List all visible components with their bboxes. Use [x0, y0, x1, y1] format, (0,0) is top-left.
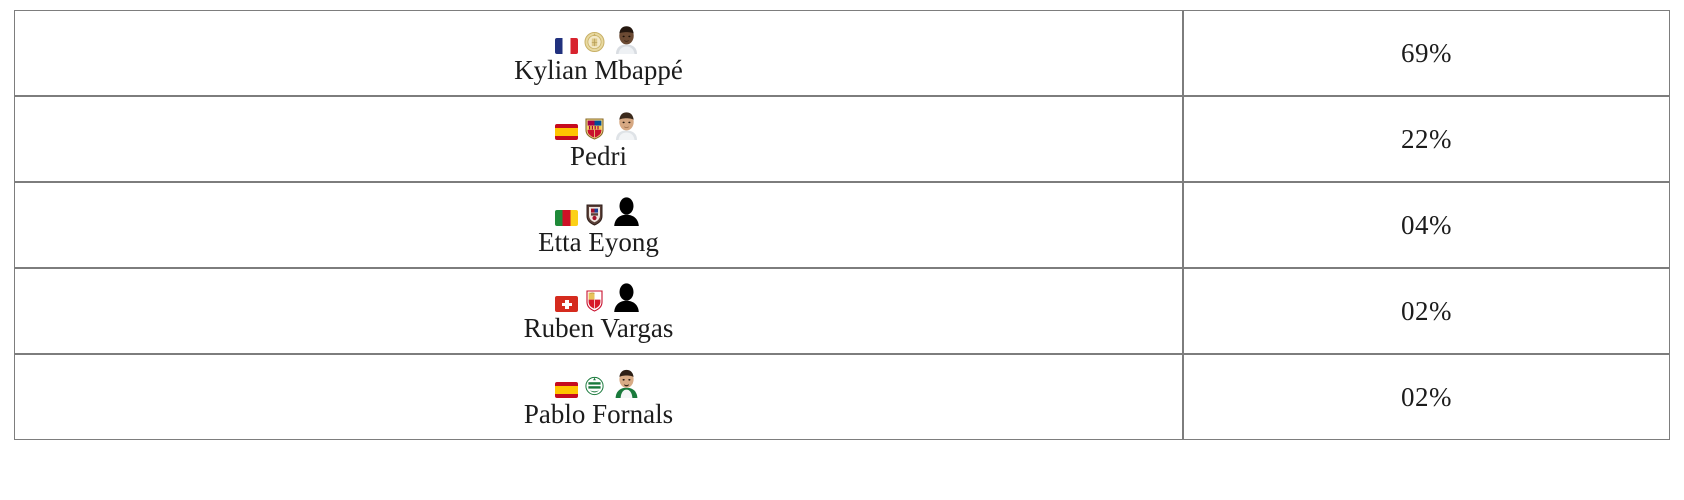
flag-spain-icon: [555, 124, 578, 141]
player-name: Etta Eyong: [538, 227, 659, 258]
player-photo-icon: [611, 23, 642, 55]
player-name: Pedri: [570, 141, 627, 172]
badge-group: [15, 192, 1182, 227]
poll-results-panel: Kylian Mbappé 69%: [14, 10, 1670, 484]
poll-results-body: Kylian Mbappé 69%: [14, 10, 1670, 440]
crest-real-betis-icon: [584, 374, 605, 398]
crest-real-madrid-icon: [584, 30, 605, 54]
player-name: Pablo Fornals: [523, 399, 674, 430]
badge-group: [15, 364, 1182, 399]
vote-percentage: 04%: [1183, 182, 1670, 268]
table-row[interactable]: Etta Eyong 04%: [14, 182, 1670, 268]
vote-percentage: 22%: [1183, 96, 1670, 182]
player-photo-icon: [611, 109, 642, 141]
table-row[interactable]: Pedri 22%: [14, 96, 1670, 182]
player-cell[interactable]: Etta Eyong: [14, 182, 1183, 268]
player-silhouette-icon: [611, 195, 642, 227]
player-cell[interactable]: Pedri: [14, 96, 1183, 182]
player-name: Kylian Mbappé: [514, 55, 683, 86]
flag-switzerland-icon: [555, 296, 578, 313]
badge-group: [15, 106, 1182, 141]
flag-spain-icon: [555, 382, 578, 399]
badge-group: [15, 278, 1182, 313]
player-photo-icon: [611, 367, 642, 399]
player-cell[interactable]: Kylian Mbappé: [14, 10, 1183, 96]
vote-percentage: 02%: [1183, 354, 1670, 440]
crest-levante-icon: [584, 202, 605, 226]
table-row[interactable]: Kylian Mbappé 69%: [14, 10, 1670, 96]
table-row[interactable]: Ruben Vargas 02%: [14, 268, 1670, 354]
poll-results-table: Kylian Mbappé 69%: [14, 10, 1670, 440]
vote-percentage: 69%: [1183, 10, 1670, 96]
player-silhouette-icon: [611, 281, 642, 313]
flag-france-icon: [555, 38, 578, 55]
player-name: Ruben Vargas: [523, 313, 674, 344]
badge-group: [15, 20, 1182, 55]
player-cell[interactable]: Pablo Fornals: [14, 354, 1183, 440]
player-cell[interactable]: Ruben Vargas: [14, 268, 1183, 354]
vote-percentage: 02%: [1183, 268, 1670, 354]
crest-sevilla-icon: [584, 288, 605, 312]
table-row[interactable]: Pablo Fornals 02%: [14, 354, 1670, 440]
flag-cameroon-icon: [555, 210, 578, 227]
crest-barcelona-icon: [584, 116, 605, 140]
